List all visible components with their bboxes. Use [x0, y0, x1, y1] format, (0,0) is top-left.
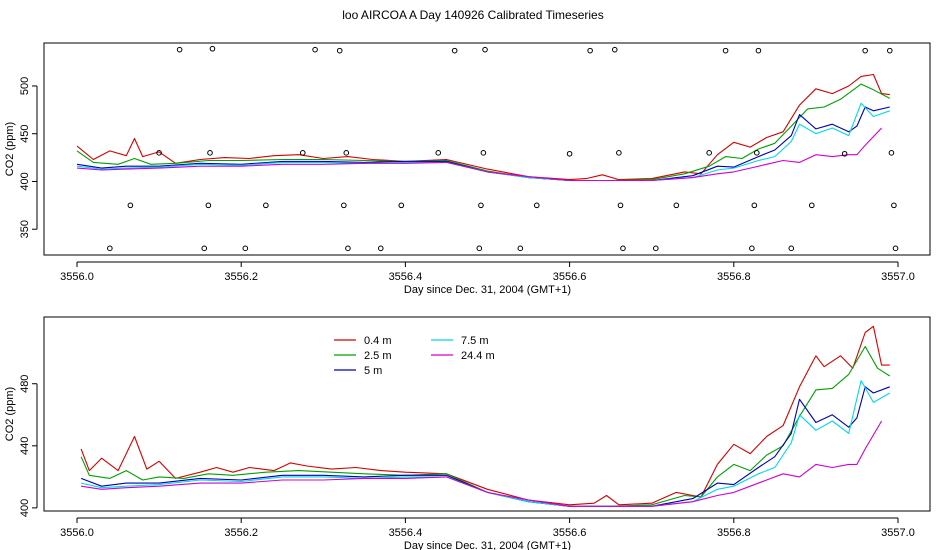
scatter-point [345, 245, 351, 252]
scatter-point [451, 47, 458, 54]
legend-label: 24.4 m [461, 350, 495, 362]
plot-frame-1 [43, 42, 931, 256]
scatter-point [207, 150, 213, 156]
scatter-point [888, 150, 895, 156]
scatter-point [753, 150, 760, 156]
scatter-point [377, 245, 384, 252]
scatter-point [749, 245, 755, 252]
y-axis-label-2: CO2 (ppm) [4, 387, 16, 441]
plot-frame-2 [43, 316, 931, 512]
scatter-point [892, 245, 899, 252]
scatter-point [242, 245, 249, 252]
scatter-point [706, 150, 712, 156]
x-tick-label: 3556.2 [224, 271, 258, 283]
scatter-point [808, 202, 815, 209]
scatter-point [398, 202, 405, 209]
scatter-point [617, 202, 624, 209]
scatter-point [620, 245, 626, 252]
series-line-4 [76, 102, 890, 182]
scatter-point [107, 245, 113, 252]
scatter-point [862, 47, 868, 54]
scatter-point [755, 47, 762, 54]
x-tick-label: 3556.0 [60, 271, 94, 283]
y-tick-label: 440 [19, 437, 31, 455]
x-tick-label: 3556.6 [553, 271, 587, 283]
x-tick-label: 3556.2 [224, 527, 258, 539]
scatter-point [673, 202, 680, 209]
scatter-point [156, 150, 162, 156]
scatter-point [299, 150, 306, 156]
y-tick-label: 400 [19, 499, 31, 517]
scatter-point [611, 46, 618, 53]
scatter-point [751, 202, 758, 209]
x-tick-label: 3556.4 [389, 271, 423, 283]
series-line-5 [76, 127, 882, 182]
scatter-point [341, 202, 347, 209]
series-line-4 [80, 380, 891, 507]
scatter-point [616, 150, 622, 156]
scatter-point [435, 150, 442, 156]
y-tick-label: 500 [19, 77, 31, 95]
scatter-point [312, 46, 318, 53]
series-line-2 [80, 345, 891, 507]
scatter-point [263, 202, 269, 209]
legend-label: 5 m [364, 365, 382, 377]
scatter-point [533, 202, 540, 209]
scatter-point [722, 47, 729, 54]
scatter-point [566, 150, 573, 157]
scatter-point [201, 245, 208, 252]
scatter-point [891, 202, 897, 209]
y-tick-label: 400 [19, 172, 31, 190]
scatter-point [209, 45, 216, 52]
scatter-point [336, 47, 343, 54]
y-tick-label: 450 [19, 125, 31, 143]
scatter-point [127, 202, 134, 209]
x-tick-label: 3556.0 [60, 527, 94, 539]
x-axis-label-1: Day since Dec. 31, 2004 (GMT+1) [404, 284, 571, 296]
scatter-point [886, 47, 893, 54]
y-tick-label: 480 [19, 375, 31, 393]
scatter-point [587, 47, 593, 54]
series-line-5 [81, 420, 883, 507]
scatter-point [480, 150, 487, 156]
scatter-point [343, 150, 350, 156]
scatter-point [517, 245, 524, 252]
scatter-point [205, 202, 212, 209]
scatter-point [478, 202, 484, 209]
x-tick-label: 3556.4 [389, 527, 423, 539]
scatter-point [176, 46, 183, 53]
y-axis-label-1: CO2 (ppm) [4, 122, 16, 176]
x-tick-label: 3557.0 [881, 527, 915, 539]
x-tick-label: 3556.6 [553, 527, 587, 539]
scatter-point [476, 245, 483, 252]
scatter-point [653, 245, 659, 252]
y-tick-label: 350 [19, 220, 31, 238]
x-tick-label: 3556.8 [717, 271, 751, 283]
x-tick-label: 3557.0 [881, 271, 915, 283]
legend-label: 2.5 m [364, 350, 392, 362]
x-tick-label: 3556.8 [717, 527, 751, 539]
x-axis-label-2: Day since Dec. 31, 2004 (GMT+1) [404, 540, 571, 550]
scatter-point [788, 245, 795, 252]
scatter-point [841, 150, 848, 157]
scatter-point [482, 46, 488, 53]
legend-label: 7.5 m [461, 335, 489, 347]
legend-label: 0.4 m [364, 335, 392, 347]
figure-title: loo AIRCOA A Day 140926 Calibrated Times… [342, 8, 603, 22]
